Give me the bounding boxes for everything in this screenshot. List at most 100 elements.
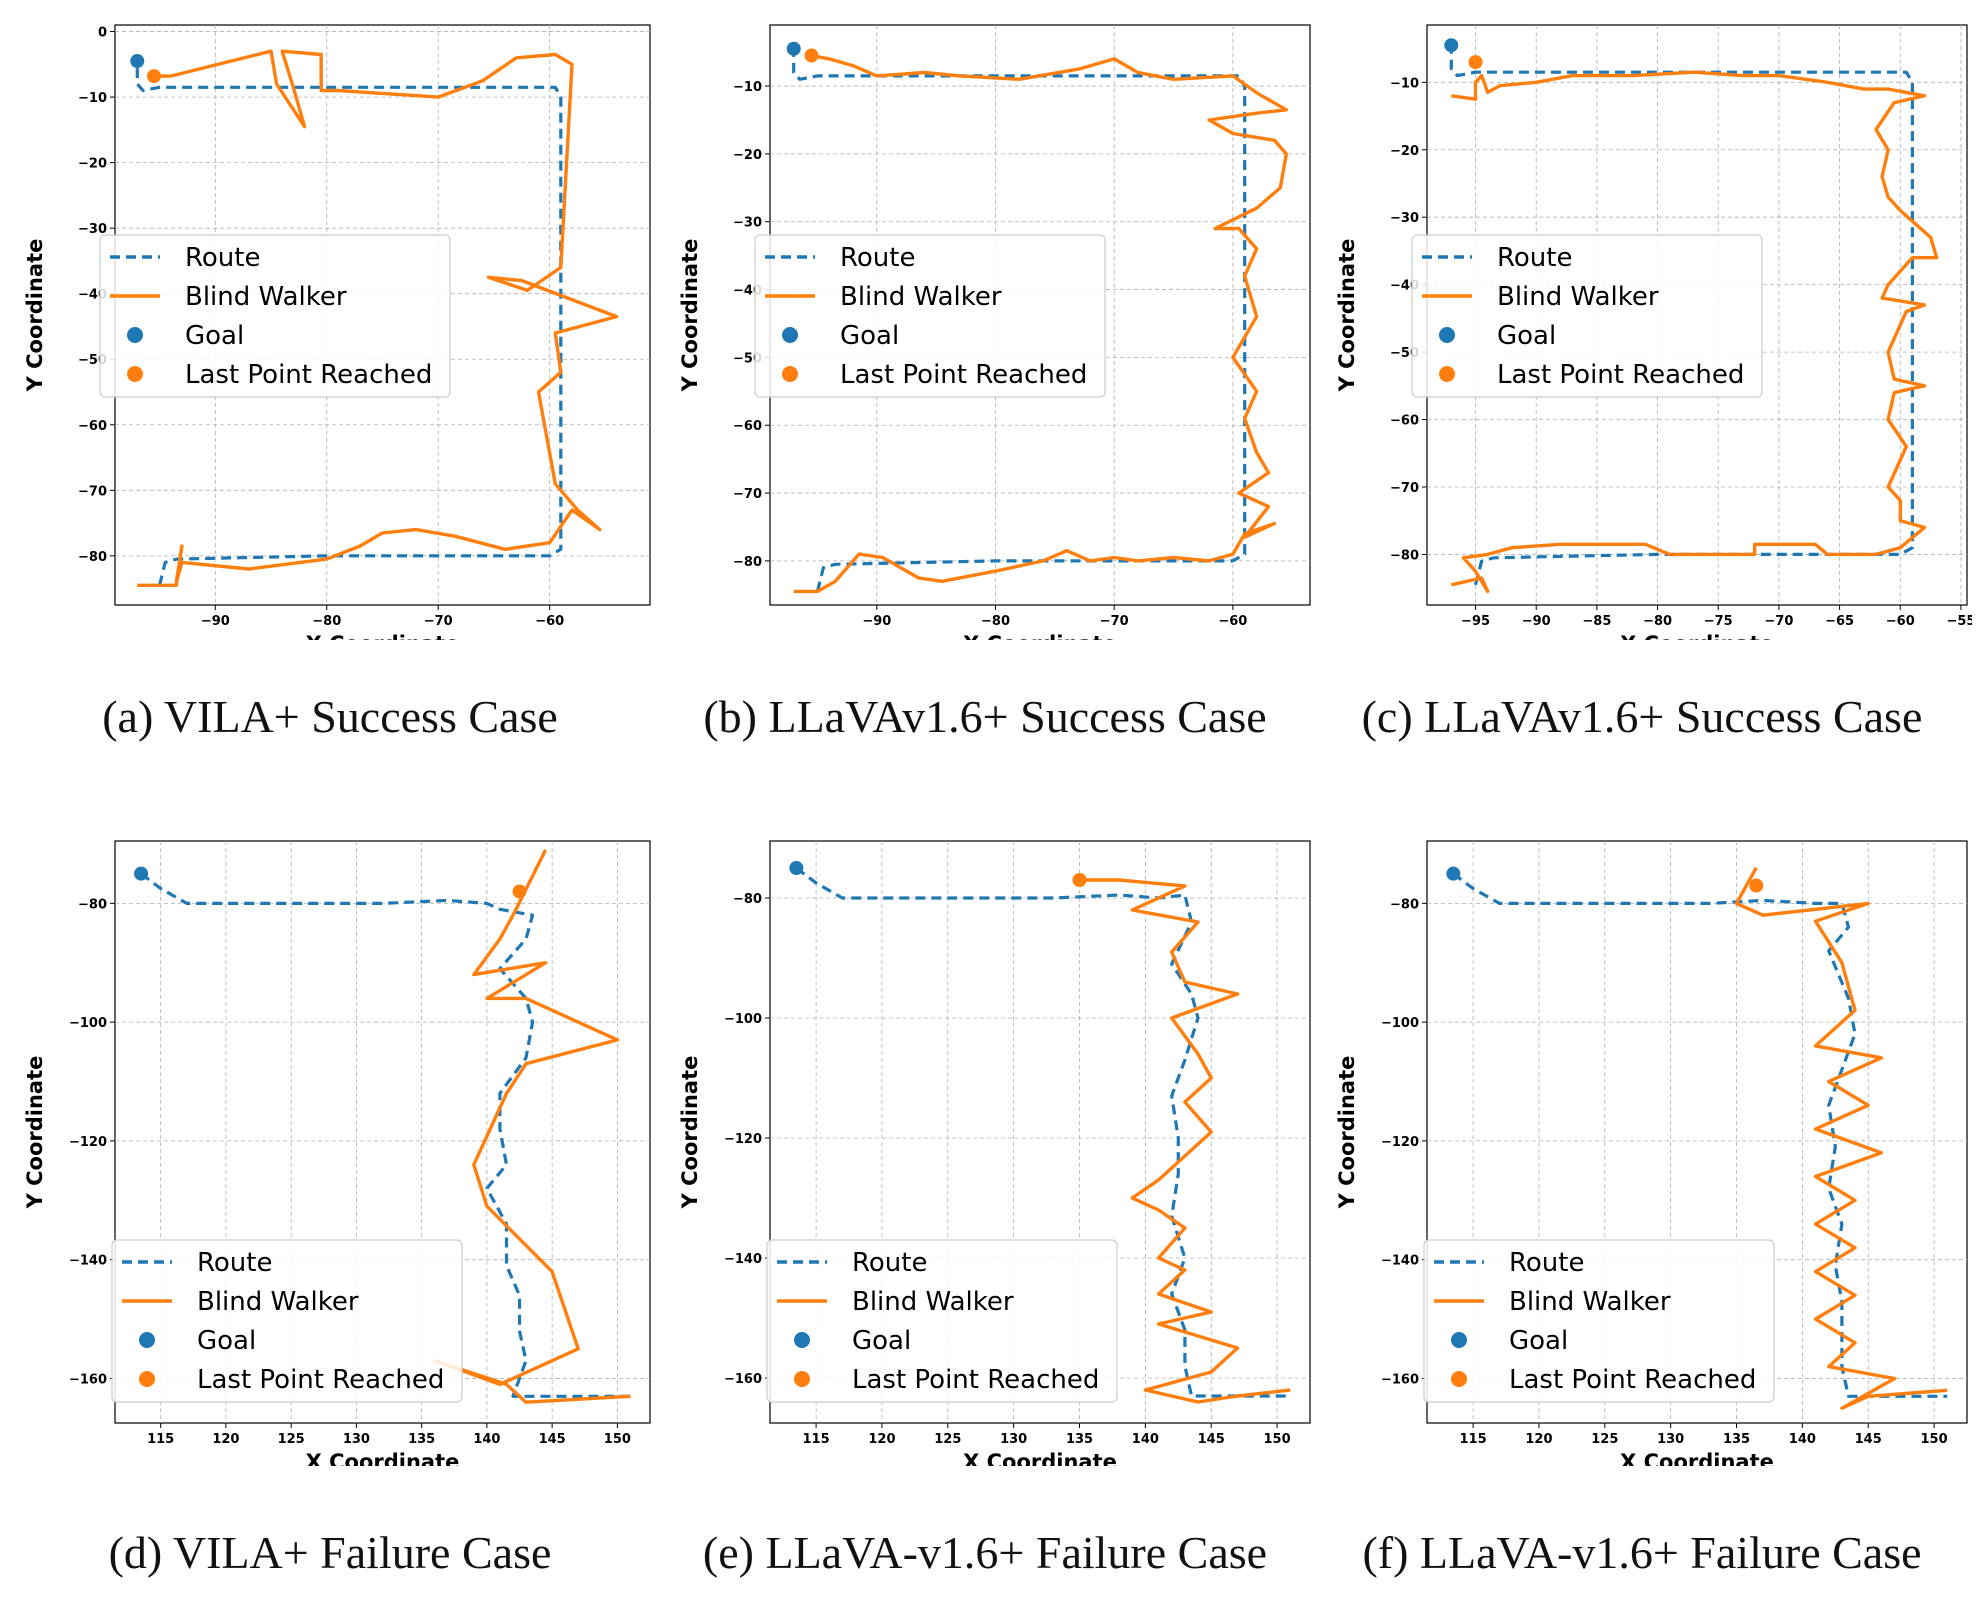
route-line	[1452, 872, 1948, 1398]
y-axis-label: Y Coordinate	[23, 1056, 47, 1210]
x-tick-label: −80	[1643, 614, 1672, 629]
legend-label: Last Point Reached	[185, 360, 432, 390]
x-tick-label: −80	[312, 614, 341, 629]
x-tick-label: 125	[934, 1432, 961, 1447]
legend-box	[766, 1239, 1118, 1403]
y-tick-label: −100	[1381, 1016, 1419, 1031]
x-tick-label: 145	[1855, 1432, 1882, 1447]
y-tick-label: −100	[724, 1012, 762, 1027]
legend-label: Blind Walker	[840, 282, 1002, 312]
x-tick-label: −90	[1522, 614, 1551, 629]
legend-goal-swatch	[782, 327, 798, 343]
y-tick-label: −30	[733, 216, 762, 231]
blind-walker-line	[137, 49, 619, 587]
y-tick-label: −160	[1381, 1372, 1419, 1387]
x-tick-label: 145	[1198, 1432, 1225, 1447]
goal-point	[786, 41, 801, 56]
legend-label: Blind Walker	[852, 1287, 1014, 1317]
x-tick-label: 135	[1066, 1432, 1093, 1447]
x-tick-label: −65	[1825, 614, 1854, 629]
chart-svg-0: −90−80−70−600−10−20−30−40−50−60−70−80X C…	[23, 24, 651, 640]
y-tick-label: −140	[69, 1254, 107, 1269]
chart-svg-4: 115 120 125 130 135 140 145 150 −80 −100 −120 −140 −…	[678, 840, 1311, 1466]
chart-svg-5: 115 120 125 130 135 140 145 150 −80 −100 −120 −140 −…	[1335, 840, 1968, 1466]
chart-panel-2: −95 −90 −85 −80 −75 −70 −65 −60 −55 −10 −20 −30 −40−…	[1312, 0, 1972, 776]
y-tick-label: −140	[724, 1252, 762, 1267]
legend-box	[99, 234, 451, 398]
subfigure-caption: (d) VILA+ Failure Case	[108, 1527, 552, 1578]
x-tick-label: −85	[1582, 614, 1611, 629]
x-tick-label: 130	[1000, 1432, 1027, 1447]
legend-box	[111, 1239, 463, 1403]
chart-panel-3: 115 120 125 130 135 140 145 150 −80 −100 −120 −140 −…	[0, 826, 660, 1602]
x-tick-label: 120	[868, 1432, 895, 1447]
legend-label: Last Point Reached	[1497, 360, 1744, 390]
y-axis-label: Y Coordinate	[1335, 1056, 1359, 1210]
legend-box	[754, 234, 1106, 398]
y-tick-label: −80	[78, 897, 107, 912]
goal-point	[789, 861, 804, 875]
y-tick-label: −70	[733, 487, 762, 502]
y-tick-label: −60	[78, 419, 107, 434]
y-tick-label: −80	[1390, 897, 1419, 912]
x-tick-label: −60	[535, 614, 564, 629]
x-tick-label: −70	[1100, 614, 1129, 629]
legend: Route Blind Walker Goal Last Point Reached	[754, 234, 1106, 398]
y-tick-label: −120	[69, 1135, 107, 1150]
legend: Route Blind Walker Goal Last Point Reached	[111, 1239, 463, 1403]
legend-last-point-swatch	[139, 1371, 155, 1387]
chart-panel-0: −90−80−70−600−10−20−30−40−50−60−70−80X C…	[0, 0, 660, 776]
legend-label: Blind Walker	[197, 1287, 359, 1317]
blind-walker-line	[1079, 878, 1291, 1404]
subfigure-caption: (a) VILA+ Success Case	[102, 691, 558, 742]
chart-panel-1: −90−80−70−60−10−20−30−40−50−60−70−80X Co…	[655, 0, 1315, 776]
y-tick-label: −10	[733, 80, 762, 95]
legend-label: Last Point Reached	[840, 360, 1087, 390]
x-tick-label: 115	[147, 1432, 174, 1447]
legend: Route Blind Walker Goal Last Point Reached	[99, 234, 451, 398]
y-axis-label: Y Coordinate	[23, 239, 47, 393]
x-axis-label: X Coordinate	[306, 1450, 460, 1466]
subfigure-caption: (e) LLaVA-v1.6+ Failure Case	[702, 1527, 1268, 1578]
legend-label: Last Point Reached	[197, 1365, 444, 1395]
x-tick-label: 115	[803, 1432, 830, 1447]
legend-label: Route	[185, 243, 260, 273]
x-tick-label: −75	[1704, 614, 1733, 629]
x-tick-label: 150	[1921, 1432, 1948, 1447]
chart-svg-2: −95 −90 −85 −80 −75 −70 −65 −60 −55−10−20−30−40−…	[1335, 24, 1972, 640]
y-axis-label: Y Coordinate	[678, 1056, 702, 1210]
last-point-reached	[147, 69, 162, 84]
legend-last-point-swatch	[127, 366, 143, 382]
legend-label: Goal	[197, 1326, 256, 1356]
legend-goal-swatch	[139, 1332, 155, 1348]
legend-label: Blind Walker	[185, 282, 347, 312]
goal-point	[134, 866, 149, 881]
legend-box	[1423, 1239, 1775, 1403]
last-point-reached	[512, 884, 527, 899]
legend-label: Goal	[1497, 321, 1556, 351]
x-tick-label: 140	[1789, 1432, 1816, 1447]
x-tick-label: 135	[408, 1432, 435, 1447]
x-axis-label: X Coordinate	[963, 1450, 1117, 1466]
y-tick-label: 0	[98, 26, 107, 41]
last-point-reached	[804, 48, 819, 63]
last-point-reached	[1072, 873, 1087, 887]
legend-label: Route	[840, 243, 915, 273]
x-tick-label: −60	[1218, 614, 1247, 629]
y-tick-label: −120	[724, 1132, 762, 1147]
chart-panel-4: 115 120 125 130 135 140 145 150 −80 −100 −120 −140 −…	[655, 826, 1315, 1602]
x-tick-label: 145	[539, 1432, 566, 1447]
x-tick-label: −95	[1461, 614, 1490, 629]
legend-label: Goal	[1509, 1326, 1568, 1356]
legend-goal-swatch	[794, 1332, 810, 1348]
y-tick-label: −10	[78, 91, 107, 106]
goal-point	[1444, 38, 1459, 53]
legend-label: Route	[197, 1248, 272, 1278]
y-tick-label: −120	[1381, 1135, 1419, 1150]
x-axis-label: X Coordinate	[1620, 1450, 1774, 1466]
series-group	[1446, 866, 1948, 1410]
route-line	[1449, 45, 1914, 586]
x-tick-label: 130	[343, 1432, 370, 1447]
y-tick-label: −20	[733, 148, 762, 163]
legend-box	[1411, 234, 1763, 398]
